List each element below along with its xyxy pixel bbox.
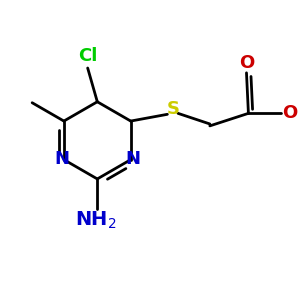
Text: N: N [125,150,140,168]
Text: Cl: Cl [78,47,98,65]
Text: N: N [55,150,70,168]
Text: O: O [239,54,254,72]
Text: O: O [282,104,298,122]
Text: NH$_2$: NH$_2$ [75,210,116,231]
Text: S: S [167,100,180,118]
